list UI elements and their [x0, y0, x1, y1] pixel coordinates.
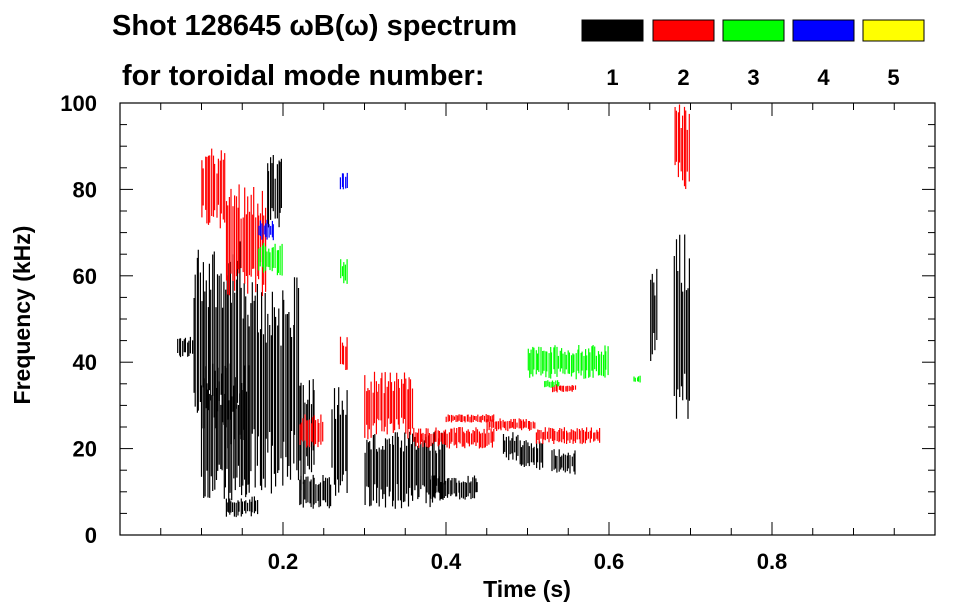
- legend: 1 2 3 4 5: [581, 19, 925, 90]
- x-tick-label: 0.8: [757, 549, 788, 574]
- mode-3-cluster-1: [258, 243, 283, 276]
- mode-2-cluster-1: [201, 148, 226, 229]
- mode-3-cluster-2: [340, 259, 348, 284]
- mode-2-cluster-3: [299, 414, 324, 448]
- y-axis-title: Frequency (kHz): [9, 226, 35, 405]
- legend-label-mode-1: 1: [606, 65, 618, 90]
- y-tick-label: 100: [60, 91, 97, 116]
- mode-2-cluster-6: [413, 427, 495, 449]
- x-tick-label: 0.6: [594, 549, 625, 574]
- mode-1-cluster-5: [267, 155, 282, 228]
- y-tick-label: 80: [73, 177, 97, 202]
- mode-1-cluster-15: [650, 268, 658, 361]
- series-mode-3: [258, 243, 641, 388]
- series-mode-1: [177, 155, 691, 518]
- mode-1-cluster-1: [177, 336, 194, 358]
- x-tick-label: 0.2: [268, 549, 299, 574]
- mode-2-cluster-2: [225, 184, 267, 296]
- y-tick-label: 40: [73, 350, 97, 375]
- mode-2-cluster-5: [364, 371, 414, 440]
- legend-label-mode-4: 4: [817, 65, 830, 90]
- x-axis-title: Time (s): [483, 576, 571, 602]
- title-line-2: for toroidal mode number:: [122, 60, 485, 92]
- mode-2-cluster-8: [486, 418, 536, 432]
- mode-2-cluster-7: [445, 414, 495, 423]
- mode-1-cluster-6: [225, 496, 259, 518]
- y-tick-label: 20: [73, 437, 97, 462]
- legend-label-mode-5: 5: [887, 65, 899, 90]
- mode-1-cluster-4: [242, 277, 300, 498]
- mode-1-cluster-14: [551, 449, 576, 475]
- title-line-1: Shot 128645 ωB(ω) spectrum: [112, 10, 517, 42]
- mode-1-cluster-7: [299, 474, 332, 509]
- mode-2-cluster-9: [535, 427, 601, 445]
- mode-1-cluster-2: [193, 241, 242, 449]
- legend-label-mode-3: 3: [747, 65, 759, 90]
- y-tick-label: 60: [73, 264, 97, 289]
- series-mode-2: [201, 104, 690, 449]
- mode-2-cluster-11: [674, 104, 690, 189]
- legend-label-mode-2: 2: [677, 65, 689, 90]
- mode-1-cluster-11: [429, 475, 478, 500]
- mode-3-cluster-3: [527, 345, 609, 380]
- mode-2-cluster-10: [551, 384, 577, 393]
- mode-4-cluster-1: [258, 219, 274, 241]
- y-tick-label: 0: [85, 523, 97, 548]
- mode-2-cluster-4: [339, 336, 348, 370]
- legend-swatch-mode-2: [652, 19, 715, 42]
- legend-swatch-mode-3: [722, 19, 785, 42]
- mode-1-cluster-13: [519, 440, 544, 470]
- mode-1-cluster-9: [331, 387, 348, 496]
- chart-title: Shot 128645 ωB(ω) spectrum for toroidal …: [112, 10, 517, 92]
- x-tick-label: 0.4: [431, 549, 462, 574]
- mode-4-cluster-2: [339, 172, 348, 190]
- series-mode-4: [258, 172, 348, 241]
- legend-swatch-mode-5: [862, 19, 925, 42]
- legend-swatch-mode-4: [792, 19, 855, 42]
- mode-1-cluster-16: [673, 234, 691, 419]
- spectrogram-data: [177, 104, 691, 518]
- mode-1-cluster-12: [502, 432, 519, 461]
- legend-swatch-mode-1: [581, 19, 644, 42]
- mode-3-cluster-4: [544, 380, 560, 388]
- mode-3-cluster-5: [633, 375, 641, 383]
- axes: 0.2 0.4 0.6 0.8 0 20 40 60 80 100: [60, 91, 935, 574]
